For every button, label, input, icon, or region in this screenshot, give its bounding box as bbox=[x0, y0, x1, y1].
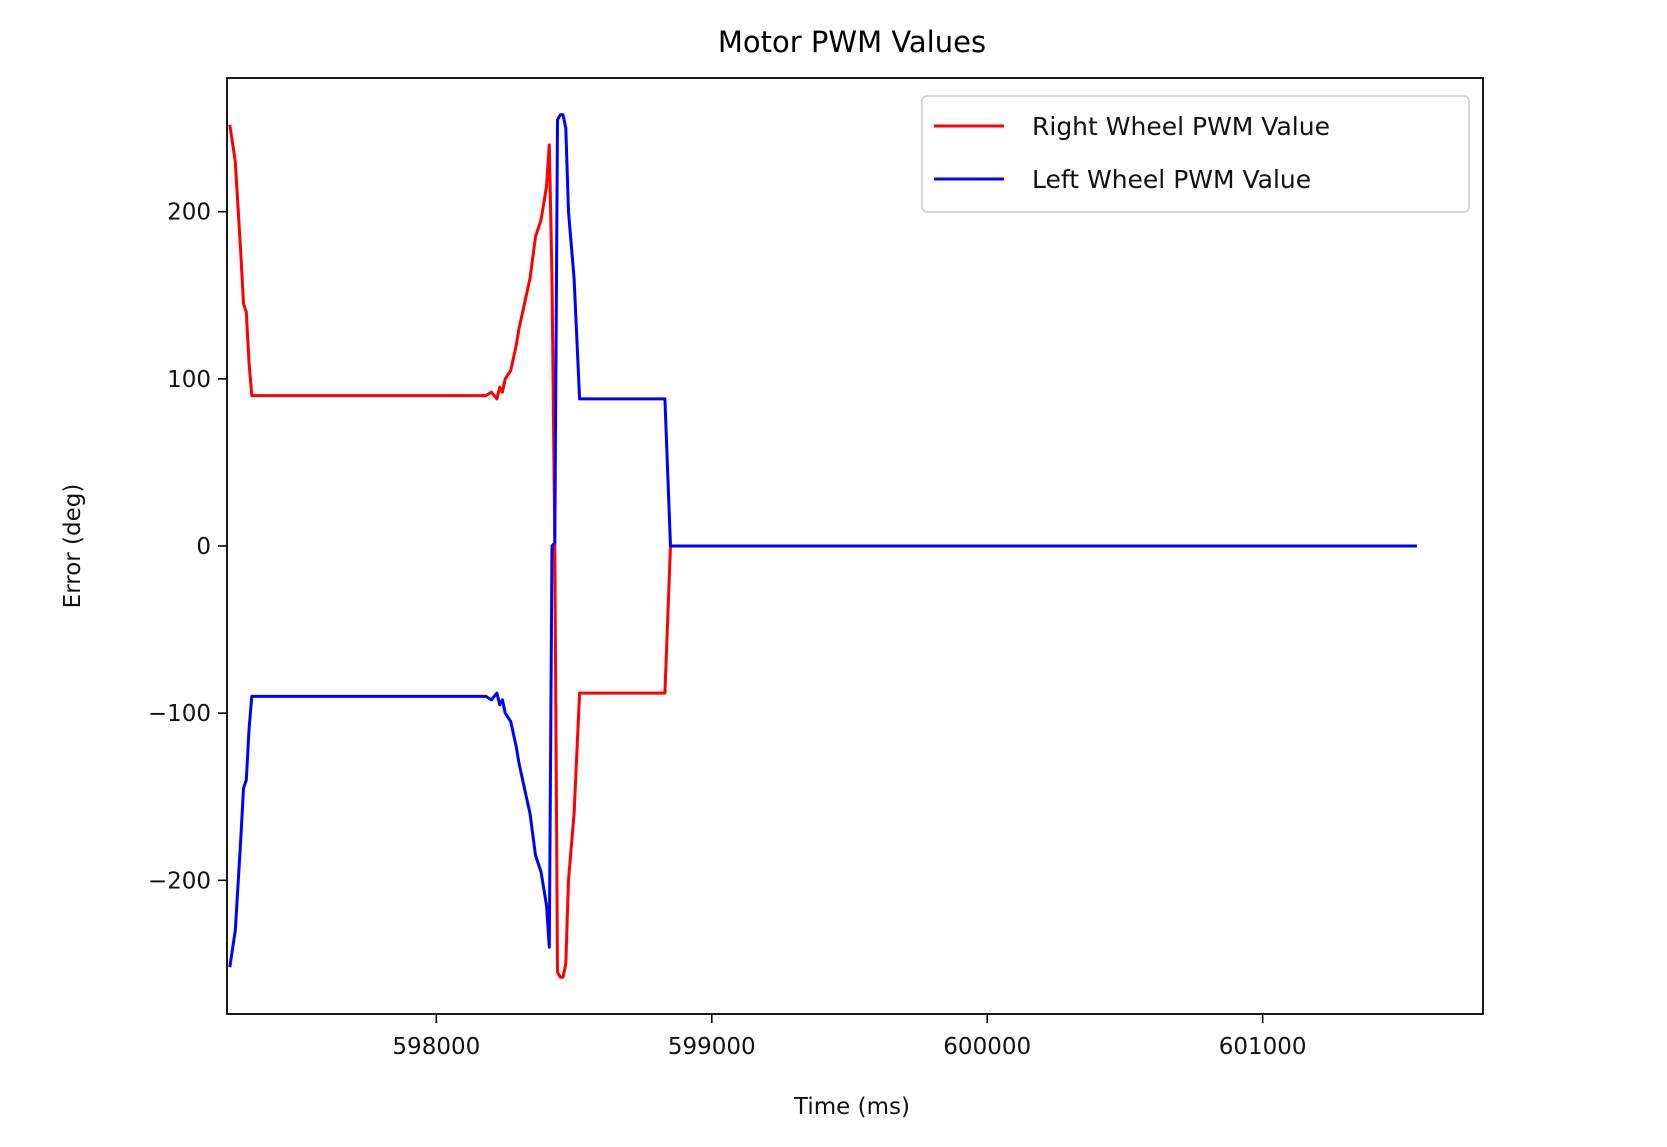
y-axis: −200 −100 0 100 200 bbox=[148, 200, 227, 894]
y-axis-label: Error (deg) bbox=[60, 484, 86, 609]
series-layer bbox=[228, 113, 1417, 979]
x-tick-label: 599000 bbox=[668, 1034, 756, 1060]
x-axis-label: Time (ms) bbox=[793, 1094, 910, 1120]
y-tick-label: −100 bbox=[148, 701, 211, 727]
x-tick-label: 600000 bbox=[943, 1034, 1031, 1060]
legend-label: Left Wheel PWM Value bbox=[1032, 165, 1311, 194]
y-tick-label: −200 bbox=[148, 868, 211, 894]
series-line-right-wheel bbox=[228, 124, 1417, 979]
x-axis: 598000 599000 600000 601000 bbox=[392, 1014, 1307, 1060]
y-tick-label: 200 bbox=[167, 200, 211, 226]
y-tick-label: 0 bbox=[196, 534, 211, 560]
legend-box bbox=[921, 95, 1470, 213]
x-tick-label: 601000 bbox=[1219, 1034, 1307, 1060]
x-tick-label: 598000 bbox=[392, 1034, 480, 1060]
series-line-left-wheel bbox=[228, 113, 1417, 968]
chart-title: Motor PWM Values bbox=[718, 25, 986, 59]
y-tick-label: 100 bbox=[167, 367, 211, 393]
legend-label: Right Wheel PWM Value bbox=[1032, 112, 1330, 141]
legend: Right Wheel PWM Value Left Wheel PWM Valu… bbox=[921, 95, 1470, 213]
